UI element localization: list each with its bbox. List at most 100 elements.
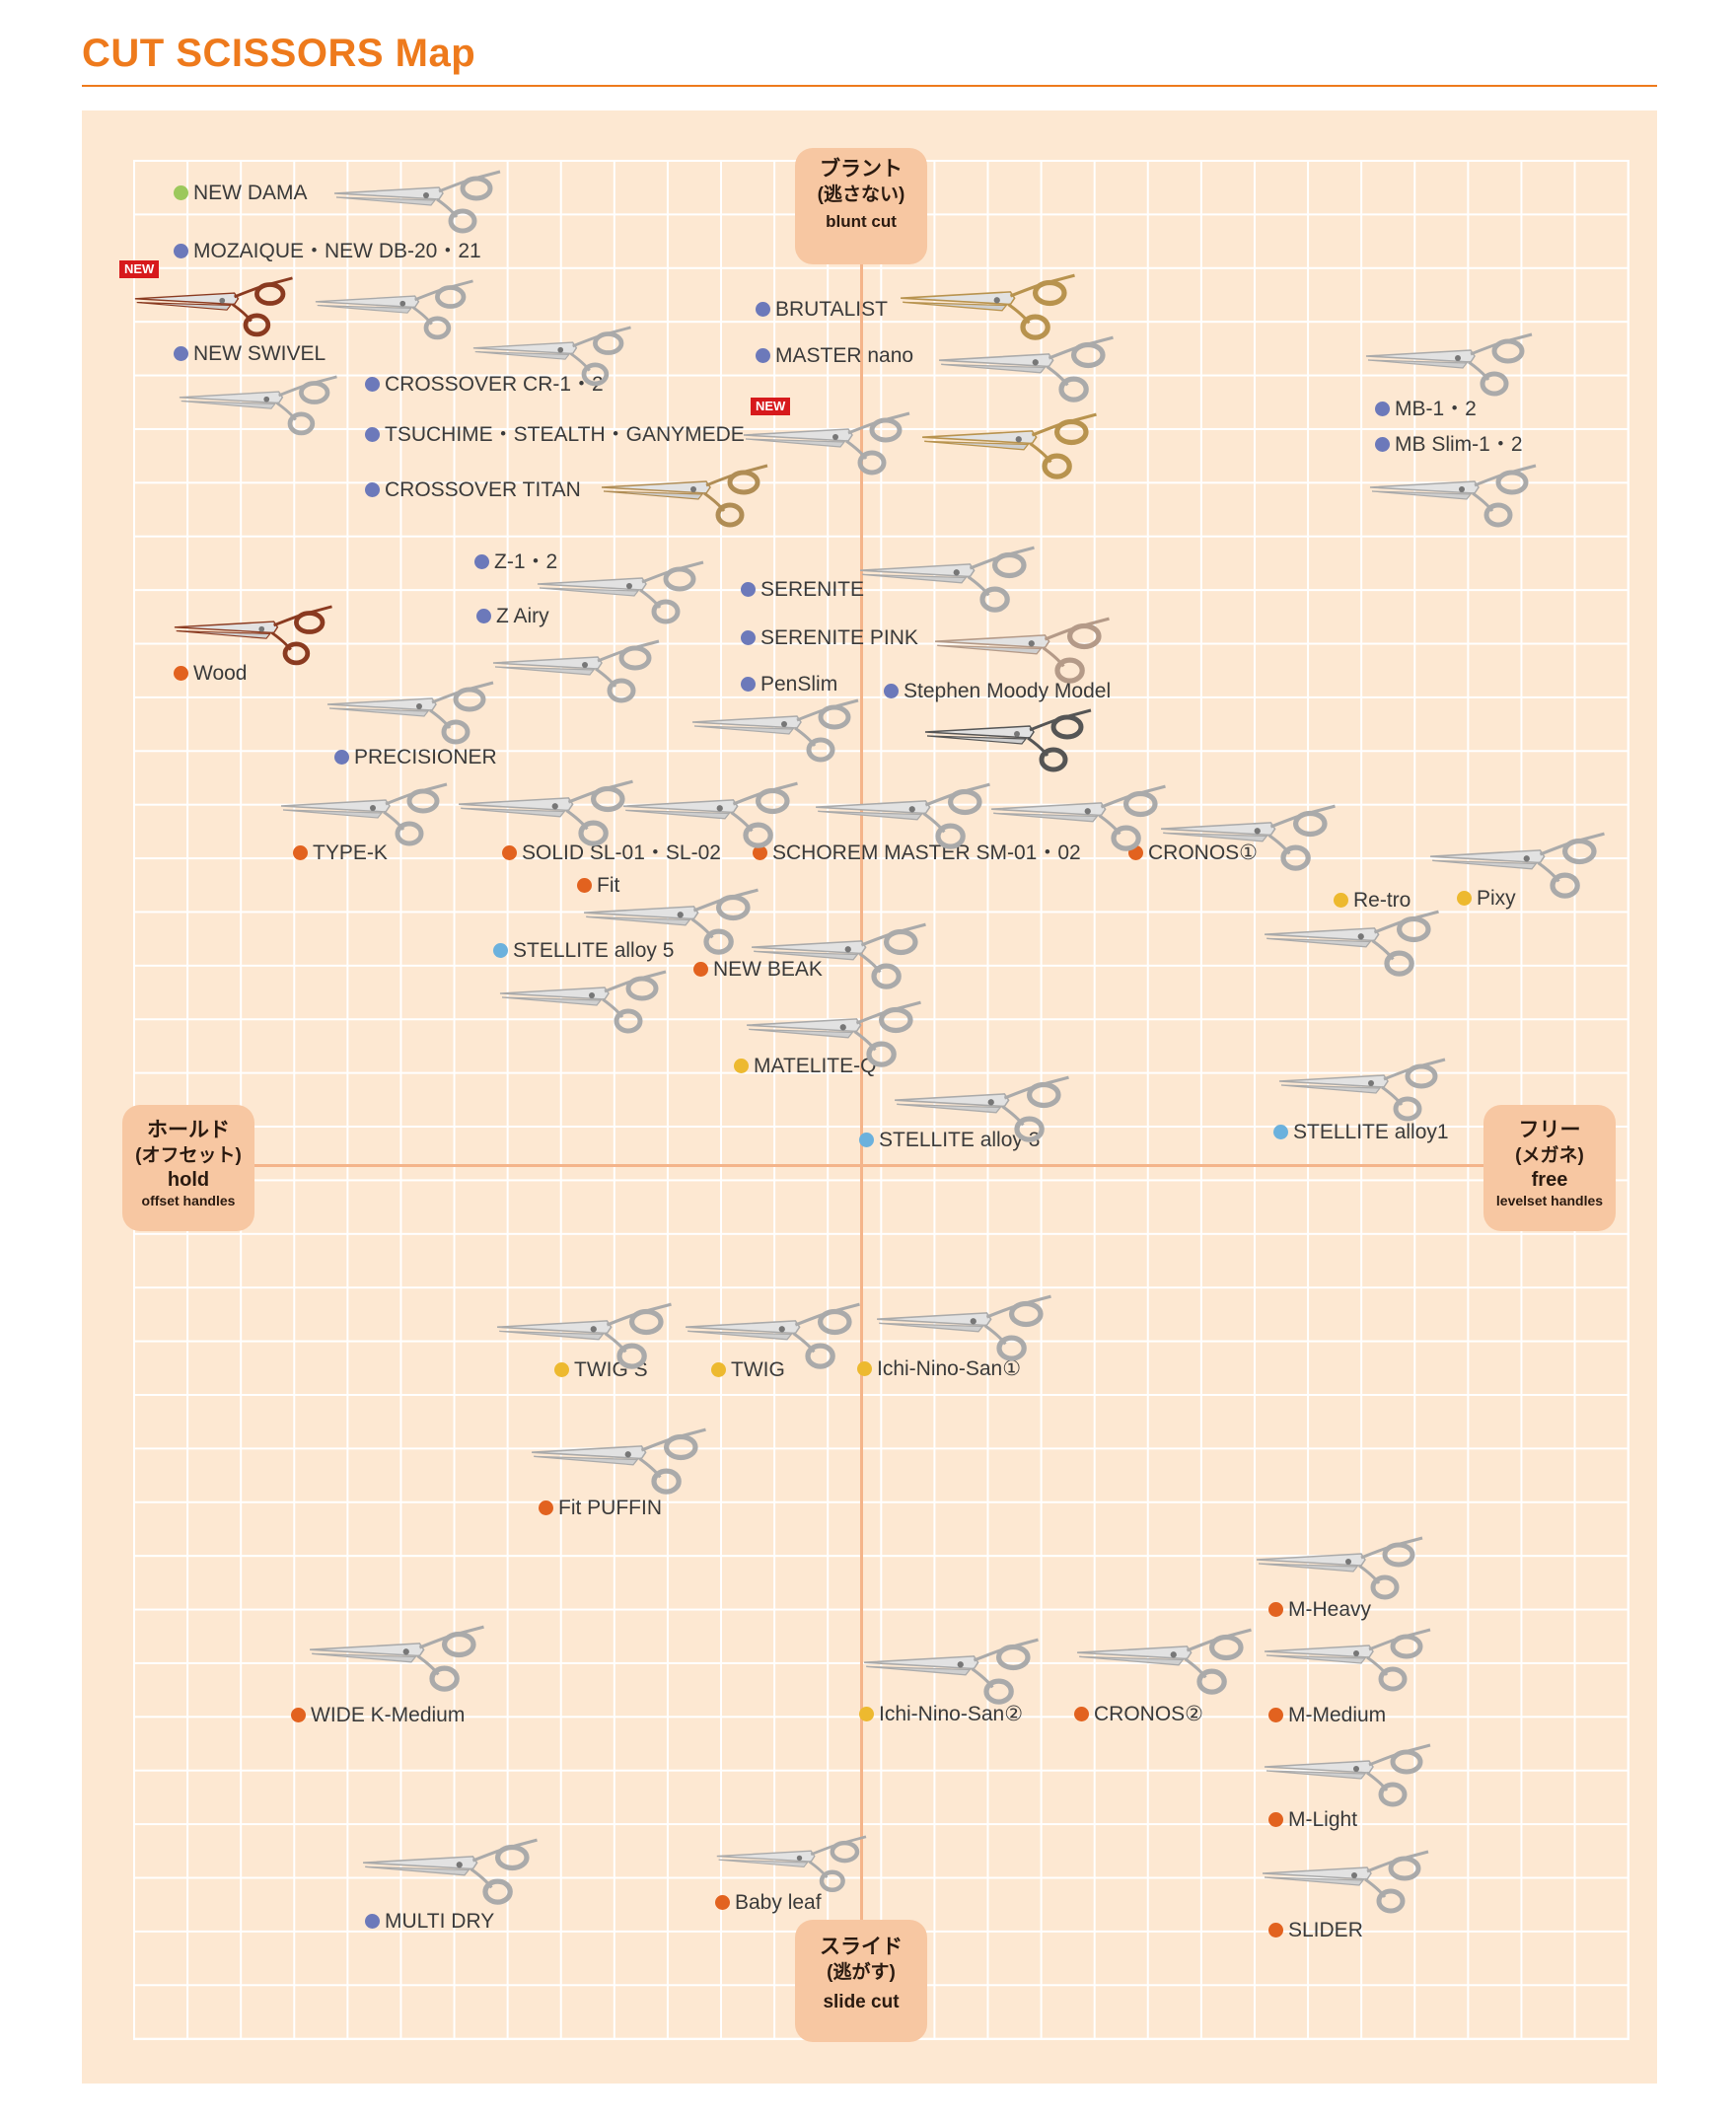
category-dot: [711, 1362, 726, 1377]
product-label: Stephen Moody Model: [884, 680, 1111, 703]
category-dot: [741, 677, 756, 692]
category-dot: [1268, 1708, 1283, 1722]
scissors-image: [314, 279, 477, 347]
product-label: MATELITE-Q: [734, 1055, 876, 1078]
product-label: Fit PUFFIN: [539, 1497, 662, 1520]
scissors-image: [1364, 332, 1537, 404]
product-label: CROSSOVER TITAN: [365, 478, 581, 502]
category-dot: [741, 582, 756, 597]
product-label: SERENITE: [741, 578, 864, 602]
category-dot: [1268, 1923, 1283, 1938]
product-name: Wood: [193, 662, 248, 685]
product-label: Wood: [174, 662, 247, 686]
category-dot: [693, 962, 708, 977]
product-label: M-Light: [1268, 1808, 1357, 1832]
scissors-image: [862, 1638, 1044, 1714]
category-dot: [756, 348, 770, 363]
product-label: MB-1・2: [1375, 398, 1477, 421]
product-name: MB-1・2: [1395, 398, 1477, 420]
scissors-image: [893, 1075, 1074, 1151]
category-dot: [291, 1708, 306, 1722]
axis-top-en: blunt cut: [826, 212, 897, 231]
scissors-image: [814, 782, 995, 858]
scissors-image: [1368, 464, 1541, 536]
new-badge-swivel: NEW: [119, 260, 160, 278]
horizontal-axis-line: [158, 1164, 1588, 1167]
scissors-image: [582, 888, 763, 964]
axis-label-bottom-slide-cut: スライド (逃がす) slide cut: [795, 1920, 927, 2042]
vertical-axis-line: [860, 197, 863, 2042]
scissors-image: [279, 782, 452, 854]
category-dot: [734, 1059, 749, 1073]
category-dot: [554, 1362, 569, 1377]
category-dot: [174, 185, 188, 200]
product-name: SERENITE: [760, 578, 865, 601]
axis-bottom-en: slide cut: [823, 1992, 900, 2012]
product-label: NEW BEAK: [693, 958, 823, 982]
scissors-image: [989, 784, 1171, 860]
category-dot: [1375, 437, 1390, 452]
category-dot: [539, 1500, 553, 1515]
product-name: SCHOREM MASTER SM-01・02: [772, 841, 1081, 864]
axis-right-jp: フリー: [1518, 1119, 1581, 1141]
product-label: Fit: [577, 874, 619, 898]
product-label: M-Medium: [1268, 1704, 1386, 1727]
product-name: SOLID SL-01・SL-02: [522, 841, 721, 864]
category-dot: [756, 302, 770, 317]
product-name: CROSSOVER CR-1・2: [385, 373, 604, 396]
product-label: Ichi-Nino-San②: [859, 1703, 1023, 1726]
product-name: Fit: [597, 874, 620, 897]
category-dot: [334, 750, 349, 765]
product-name: NEW SWIVEL: [193, 342, 326, 365]
product-label: NEW DAMA: [174, 182, 308, 205]
scissors-image: [937, 335, 1119, 411]
title-divider: [82, 85, 1657, 87]
scissors-image: [600, 464, 772, 536]
scissors-image: [133, 276, 297, 344]
product-label: MOZAIQUE・NEW DB-20・21: [174, 240, 481, 263]
category-dot: [577, 878, 592, 893]
scissors-image: [684, 1302, 865, 1378]
scissors-image: [742, 411, 914, 483]
scissors-image: [457, 779, 638, 855]
product-label: NEW SWIVEL: [174, 342, 326, 366]
product-name: Re-tro: [1353, 889, 1411, 912]
product-label: SCHOREM MASTER SM-01・02: [753, 841, 1081, 865]
scissors-image: [495, 1302, 677, 1378]
category-dot: [1457, 891, 1472, 906]
category-dot: [1273, 1125, 1288, 1139]
category-dot: [741, 630, 756, 645]
product-label: STELLITE alloy1: [1273, 1121, 1449, 1144]
scissors-image: [1159, 804, 1340, 880]
scissors-image: [498, 970, 671, 1042]
scissors-image: [530, 1427, 711, 1503]
category-dot: [476, 609, 491, 623]
category-dot: [502, 845, 517, 860]
product-name: STELLITE alloy 5: [513, 939, 675, 962]
axis-bottom-jp-sub: (逃がす): [827, 1962, 896, 1983]
category-dot: [753, 845, 767, 860]
scissors-image: [491, 639, 664, 711]
category-dot: [365, 1914, 380, 1929]
axis-right-jp-sub: (メガネ): [1515, 1145, 1584, 1166]
category-dot: [174, 666, 188, 681]
scissors-image: [471, 326, 635, 394]
scissors-image: [1263, 1628, 1435, 1700]
axis-bottom-jp: スライド: [820, 1936, 903, 1958]
category-dot: [174, 346, 188, 361]
category-dot: [1074, 1707, 1089, 1721]
product-name: Pixy: [1477, 887, 1516, 910]
product-name: NEW BEAK: [713, 958, 823, 981]
product-name: STELLITE alloy1: [1293, 1121, 1449, 1143]
product-name: M-Light: [1288, 1808, 1358, 1831]
scissors-image: [1277, 1058, 1450, 1130]
scissors-image: [899, 273, 1080, 349]
product-label: CROSSOVER CR-1・2: [365, 373, 604, 397]
axis-label-top-blunt-cut: ブラント (逃さない) blunt cut: [795, 148, 927, 264]
scissors-image: [1428, 832, 1610, 908]
product-label: STELLITE alloy 3: [859, 1129, 1040, 1152]
product-name: STELLITE alloy 3: [879, 1129, 1041, 1151]
product-label: SOLID SL-01・SL-02: [502, 841, 721, 865]
product-name: M-Heavy: [1288, 1598, 1372, 1621]
category-dot: [365, 427, 380, 442]
